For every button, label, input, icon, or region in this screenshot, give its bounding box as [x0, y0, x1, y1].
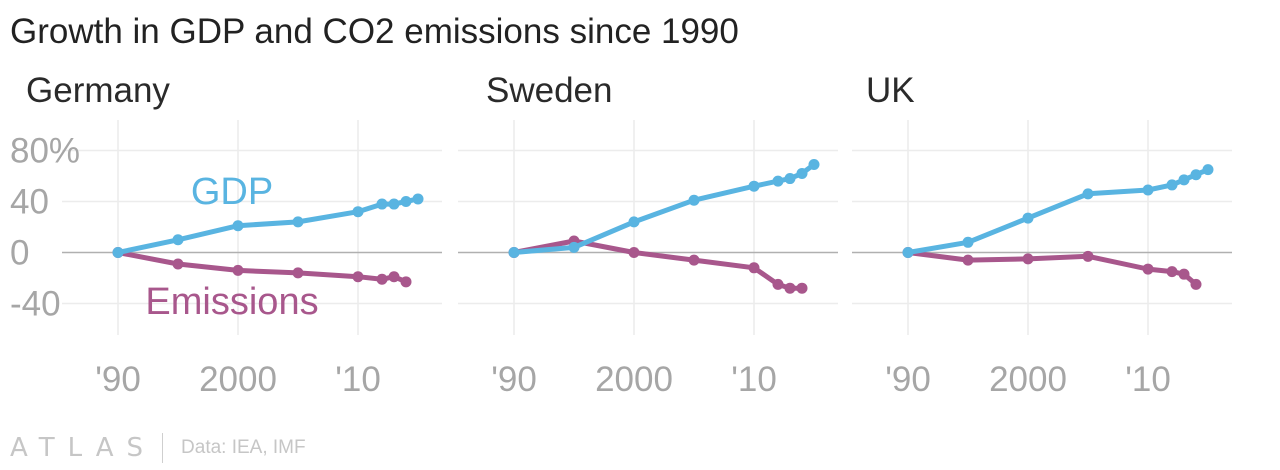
gdp-point [388, 198, 400, 210]
gdp-point [508, 247, 520, 258]
gdp-point [376, 198, 388, 210]
chart-title: Growth in GDP and CO2 emissions since 19… [10, 12, 739, 51]
gdp-point [796, 167, 808, 179]
gdp-point [1190, 169, 1202, 181]
emissions-series-label: Emissions [145, 281, 318, 323]
emissions-point [796, 282, 808, 294]
emissions-point [688, 254, 700, 266]
emissions-point [1082, 250, 1094, 262]
x-tick-label: '90 [885, 360, 931, 399]
x-tick-label: 2000 [199, 360, 277, 399]
gdp-point [688, 194, 700, 206]
footer-divider [162, 433, 164, 463]
emissions-point [772, 278, 784, 290]
emissions-point [748, 262, 760, 274]
y-tick-label: 40 [10, 183, 49, 222]
emissions-point [352, 271, 364, 283]
emissions-point [962, 254, 974, 266]
gdp-point [400, 196, 412, 207]
x-tick-label: '90 [491, 360, 537, 399]
gdp-point [784, 173, 796, 185]
panel-title: Germany [26, 71, 170, 110]
footer: ATLAS Data: IEA, IMF [10, 430, 306, 466]
x-tick-label: '10 [1125, 360, 1171, 399]
x-tick-label: '10 [335, 360, 381, 399]
gdp-point [1082, 188, 1094, 200]
gdp-point [902, 247, 914, 258]
data-source: Data: IEA, IMF [181, 437, 306, 458]
gdp-point [1178, 174, 1190, 186]
gdp-point [628, 216, 640, 228]
gdp-line [905, 167, 1211, 255]
x-tick-label: '90 [95, 360, 141, 399]
emissions-point [1190, 278, 1202, 290]
gdp-point [1202, 164, 1214, 176]
panel-germany: Germany 80% 40 0 -40 '90 2000 '10 GDP Emissions [10, 71, 442, 399]
gdp-point [748, 180, 760, 192]
panel-title: Sweden [486, 71, 612, 110]
gdp-point [568, 241, 580, 253]
emissions-point [1178, 268, 1190, 280]
small-multiples-chart: Germany 80% 40 0 -40 '90 2000 '10 GDP Emissions Sw… [10, 71, 1232, 399]
emissions-point [1022, 253, 1034, 265]
gdp-point [112, 247, 124, 258]
gdp-point [1166, 179, 1178, 191]
gdp-point [1022, 212, 1034, 224]
atlas-logo: ATLAS [10, 433, 157, 463]
emissions-point [292, 267, 304, 279]
emissions-point [628, 247, 640, 258]
gdp-point [172, 234, 184, 246]
x-tick-label: '10 [731, 360, 777, 399]
gdp-point [1142, 184, 1154, 196]
gdp-point [808, 159, 820, 171]
gdp-point [772, 175, 784, 187]
gdp-series-label: GDP [191, 171, 273, 213]
y-tick-label: 80% [10, 132, 80, 171]
emissions-point [400, 276, 412, 288]
y-tick-label: 0 [10, 234, 29, 273]
gdp-point [232, 220, 244, 232]
gdp-point [292, 216, 304, 228]
x-tick-label: 2000 [989, 360, 1067, 399]
gdp-point [352, 206, 364, 218]
emissions-point [784, 282, 796, 294]
x-tick-label: 2000 [595, 360, 673, 399]
emissions-point [388, 271, 400, 283]
emissions-point [1142, 263, 1154, 275]
panel-uk: UK '90 2000 '10 [852, 71, 1232, 399]
emissions-point [172, 258, 184, 270]
y-tick-label: -40 [10, 285, 61, 324]
gdp-point [962, 236, 974, 248]
panel-sweden: Sweden '90 2000 '10 [458, 71, 838, 399]
emissions-point [232, 264, 244, 276]
emissions-point [376, 273, 388, 285]
gdp-line [511, 162, 817, 255]
gdp-point [412, 193, 424, 205]
panel-title: UK [866, 71, 915, 110]
emissions-point [1166, 266, 1178, 278]
